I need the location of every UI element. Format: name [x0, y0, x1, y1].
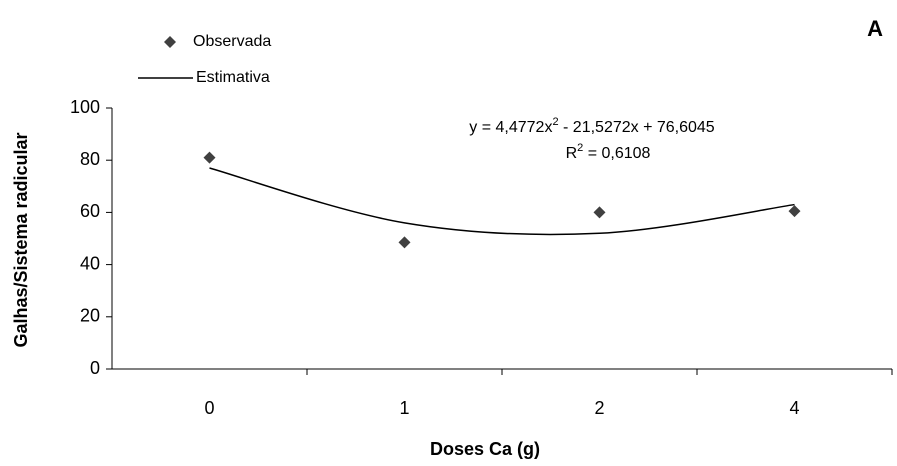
r2-part: R [566, 145, 578, 162]
y-tick-label: 0 [90, 358, 100, 378]
y-tick-label: 20 [80, 306, 100, 326]
data-point [203, 151, 216, 164]
x-tick-label: 4 [789, 398, 799, 418]
y-tick-label: 80 [80, 149, 100, 169]
equation-sup: 2 [552, 116, 558, 128]
trend-line [209, 167, 795, 236]
legend-marker [164, 36, 176, 48]
x-tick-label: 2 [594, 398, 604, 418]
r2-sup: 2 [577, 142, 583, 154]
y-tick-label: 100 [70, 97, 100, 117]
y-axis-label: Galhas/Sistema radicular [11, 132, 31, 347]
x-tick-label: 0 [204, 398, 214, 418]
data-point [398, 236, 411, 249]
equation-part: - 21,5272x + 76,6045 [559, 119, 715, 136]
data-point [788, 205, 801, 218]
panel-label: A [867, 16, 883, 41]
y-tick-label: 40 [80, 253, 100, 273]
legend-label: Estimativa [196, 69, 270, 86]
x-tick-label: 1 [399, 398, 409, 418]
r-squared: R2 = 0,6108 [566, 142, 651, 162]
equation-part: y = 4,4772x [469, 119, 552, 136]
y-tick-label: 60 [80, 201, 100, 221]
data-point [593, 206, 606, 219]
r2-part: = 0,6108 [583, 145, 650, 162]
x-axis-label: Doses Ca (g) [430, 439, 540, 459]
legend-label: Observada [193, 33, 271, 50]
equation: y = 4,4772x2 - 21,5272x + 76,6045 [469, 116, 715, 136]
